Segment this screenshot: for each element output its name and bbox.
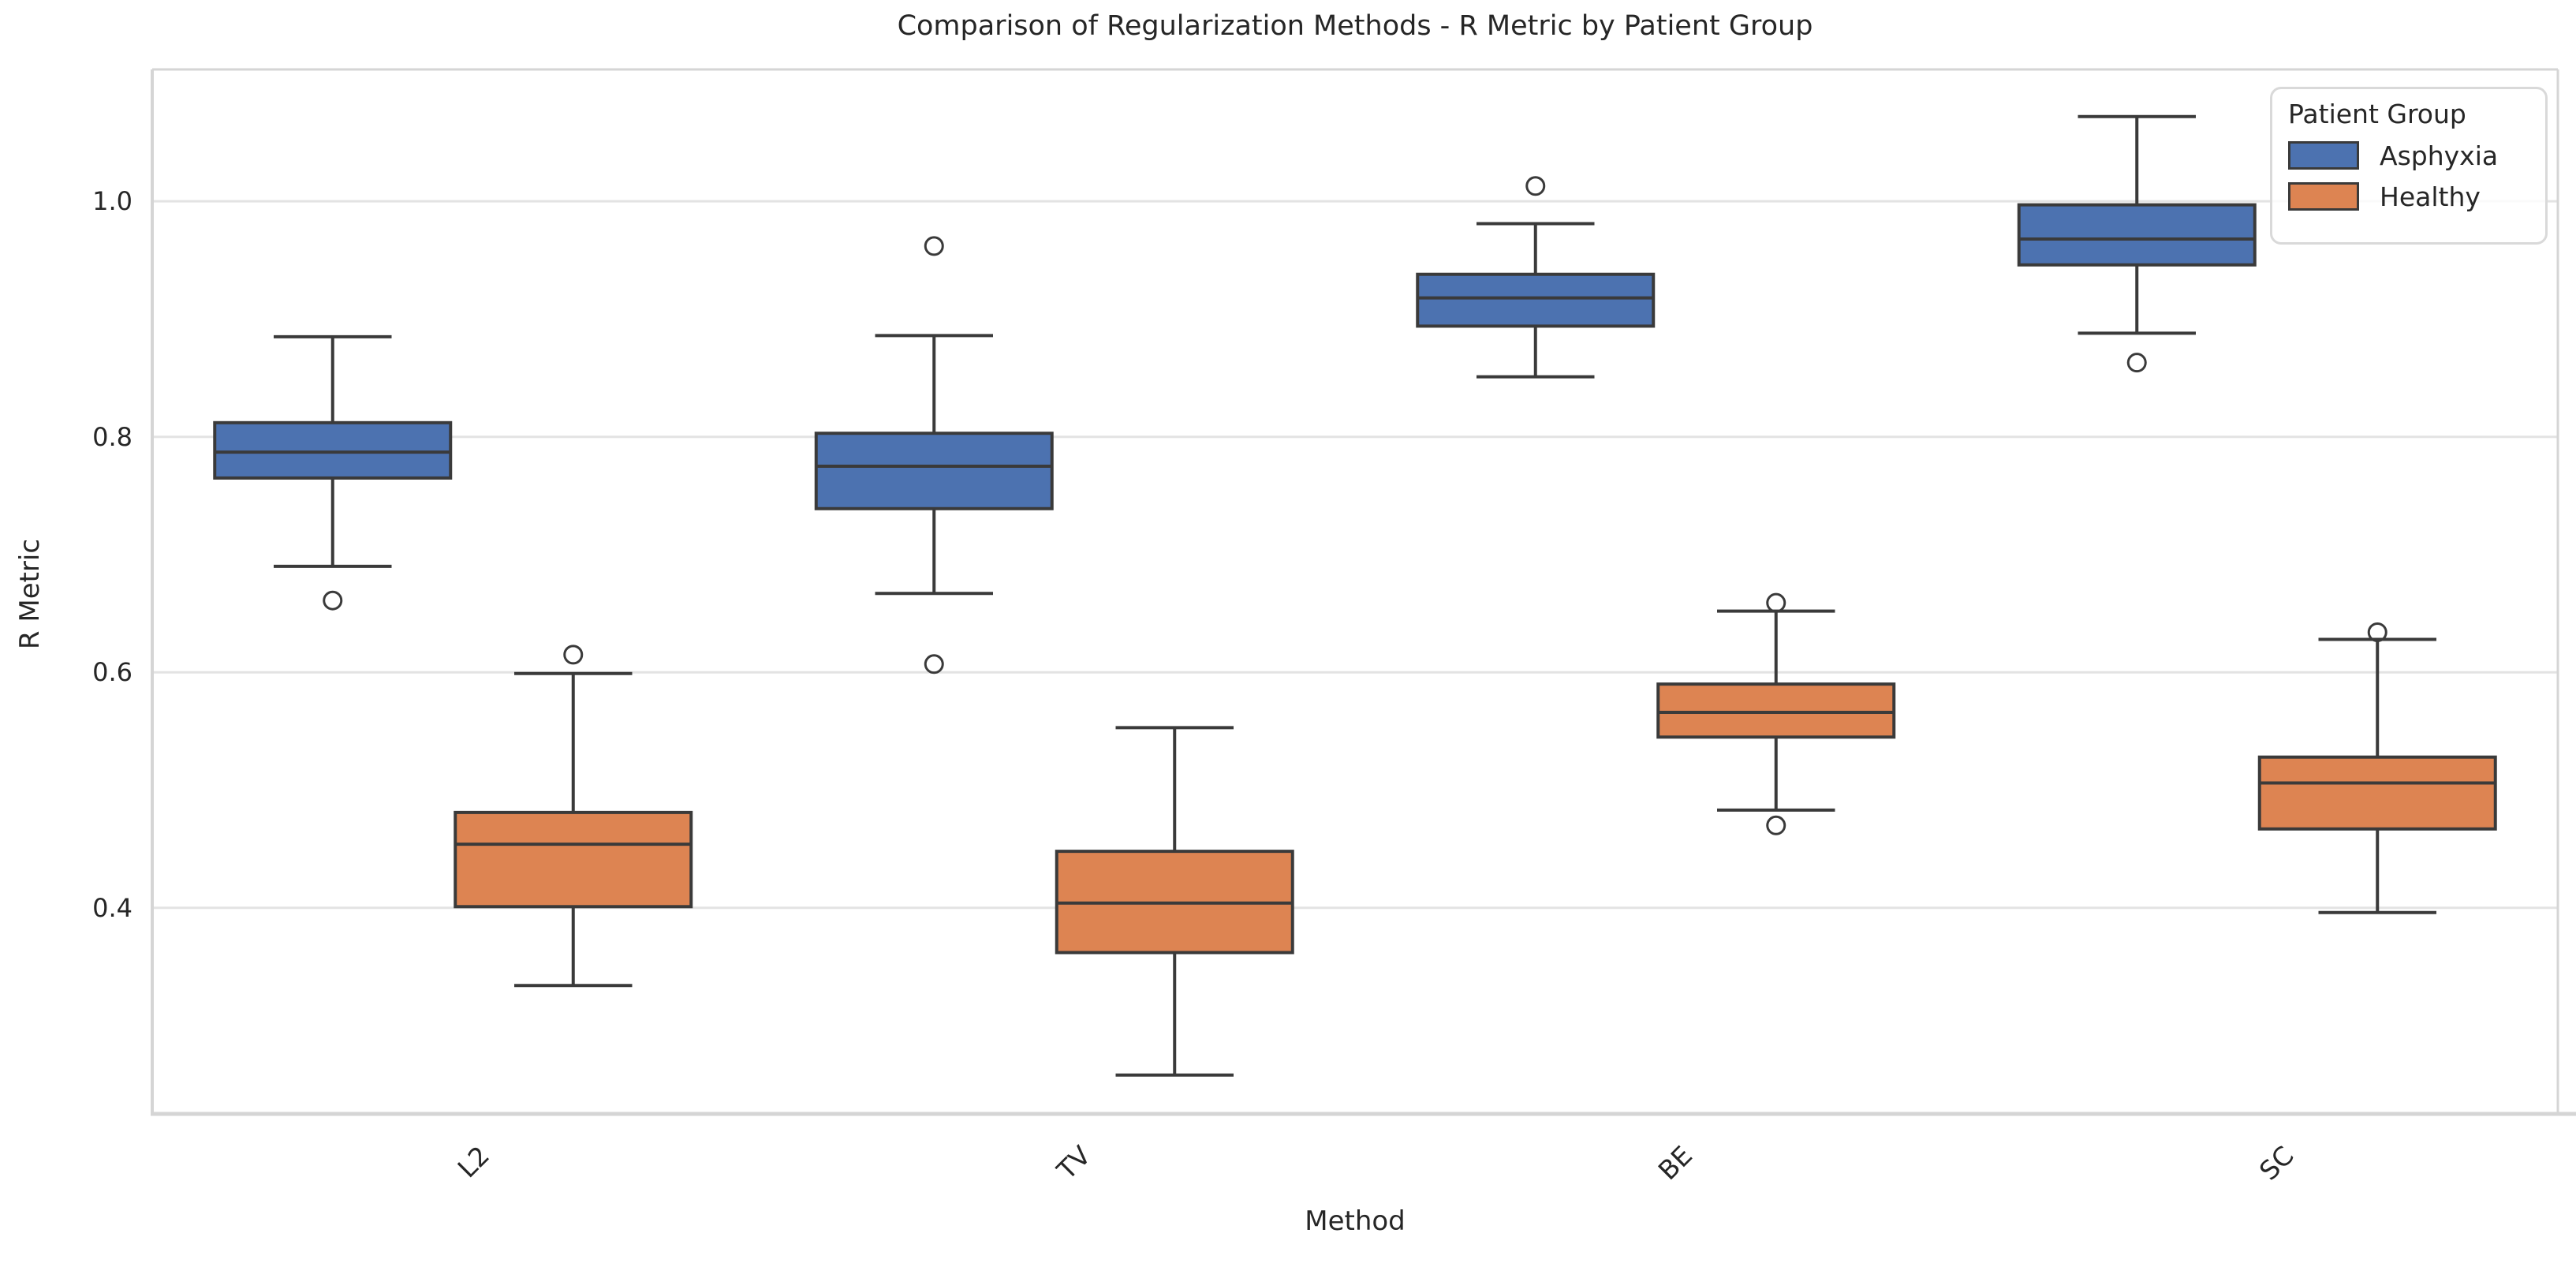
outlier-asphyxia-be-0 bbox=[1525, 176, 1546, 196]
outlier-asphyxia-tv-0 bbox=[924, 236, 944, 256]
legend-swatch-asphyxia bbox=[2288, 141, 2359, 170]
outlier-healthy-l2-0 bbox=[563, 645, 584, 665]
legend-entries: Asphyxia Healthy bbox=[2288, 141, 2531, 211]
box-asphyxia-l2 bbox=[213, 420, 453, 480]
box-healthy-sc bbox=[2257, 755, 2497, 831]
y-tick-label-1.0: 1.0 bbox=[92, 186, 133, 217]
y-tick-label-0.6: 0.6 bbox=[92, 657, 133, 688]
legend-label-asphyxia: Asphyxia bbox=[2380, 140, 2499, 171]
x-axis-label: Method bbox=[1305, 1205, 1406, 1237]
legend-label-healthy: Healthy bbox=[2380, 181, 2481, 212]
y-tick-label-0.4: 0.4 bbox=[92, 892, 133, 923]
box-asphyxia-sc bbox=[2017, 203, 2257, 267]
legend-entry-asphyxia: Asphyxia bbox=[2288, 141, 2531, 170]
box-healthy-be bbox=[1656, 682, 1896, 739]
legend: Patient Group Asphyxia Healthy bbox=[2270, 87, 2548, 245]
outlier-asphyxia-tv-1 bbox=[924, 654, 944, 674]
outlier-healthy-be-1 bbox=[1766, 815, 1786, 835]
box-asphyxia-tv bbox=[814, 432, 1054, 510]
y-axis-label: R Metric bbox=[14, 538, 46, 650]
legend-entry-healthy: Healthy bbox=[2288, 182, 2531, 211]
outlier-healthy-sc-0 bbox=[2367, 622, 2387, 642]
box-asphyxia-be bbox=[1416, 272, 1656, 328]
legend-swatch-healthy bbox=[2288, 182, 2359, 211]
legend-title: Patient Group bbox=[2288, 99, 2466, 129]
y-tick-label-0.8: 0.8 bbox=[92, 421, 133, 452]
outlier-asphyxia-sc-0 bbox=[2126, 353, 2147, 373]
outlier-healthy-be-0 bbox=[1766, 592, 1786, 613]
box-healthy-l2 bbox=[454, 810, 693, 909]
outlier-asphyxia-l2-0 bbox=[323, 590, 343, 611]
chart-title: Comparison of Regularization Methods - R… bbox=[897, 10, 1813, 42]
